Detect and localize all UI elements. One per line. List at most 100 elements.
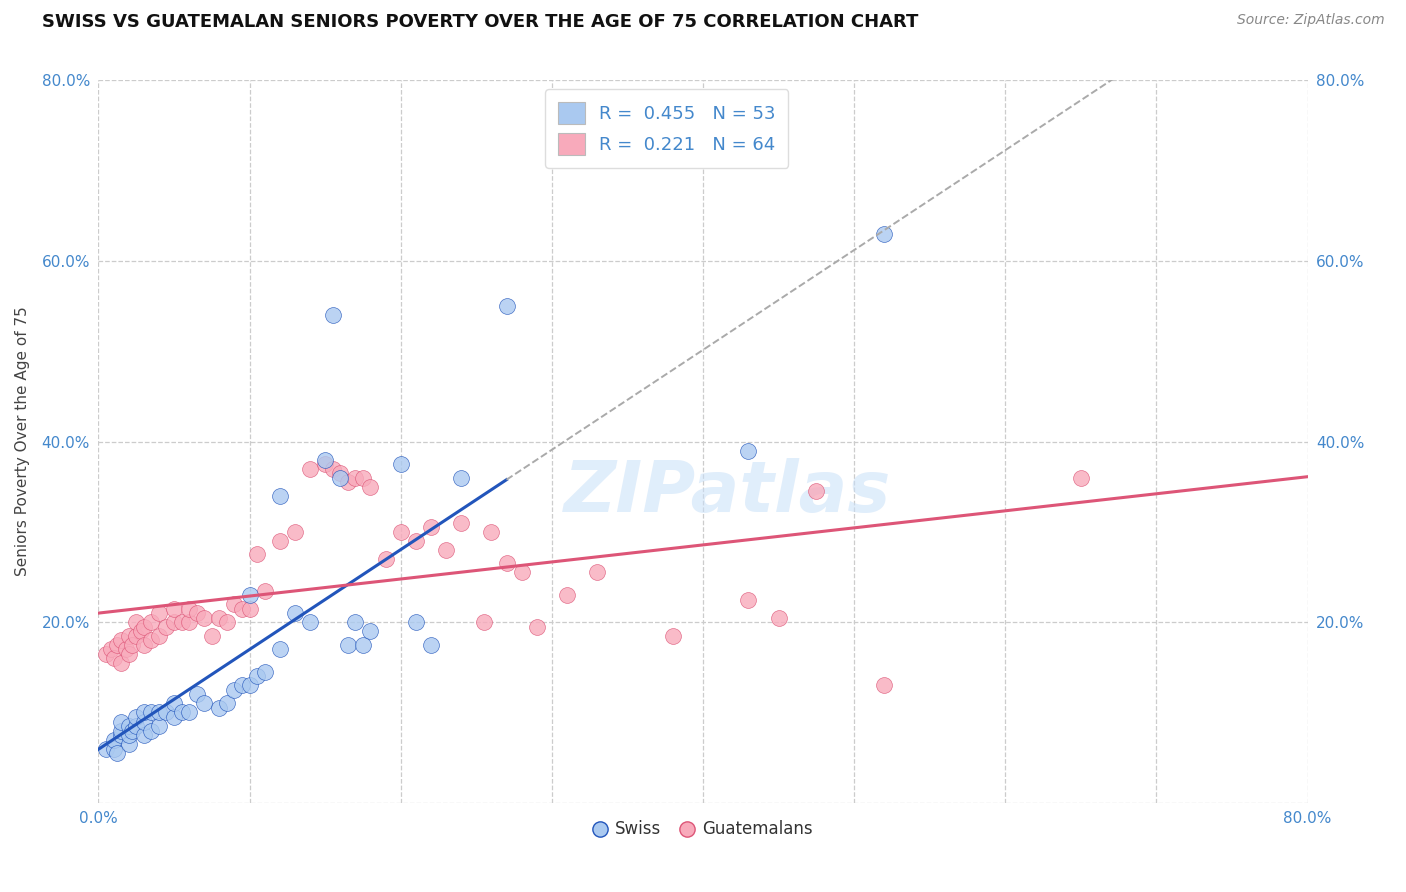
Point [94,741,117,756]
Point [121,723,143,738]
Point [201,629,224,643]
Point [103,741,125,756]
Point [125,615,148,630]
Point [329,466,352,480]
Point [121,638,143,652]
Point [170,706,193,720]
Point [239,678,262,692]
Point [215,697,238,711]
Point [129,624,152,639]
Point [239,601,262,615]
Point [141,633,163,648]
Point [737,592,759,607]
Point [193,610,215,624]
Point [495,557,517,571]
Point [125,629,148,643]
Point [806,484,828,499]
Point [118,737,141,751]
Point [420,638,443,652]
Point [103,732,125,747]
Y-axis label: Seniors Poverty Over the Age of 75: Seniors Poverty Over the Age of 75 [15,307,31,576]
Point [163,601,186,615]
Point [405,615,427,630]
Point [434,542,457,557]
Point [105,746,128,760]
Point [1070,471,1092,485]
Point [148,706,170,720]
Point [186,687,208,701]
Point [155,620,177,634]
Point [336,475,359,490]
Point [269,533,291,548]
Point [374,552,396,566]
Point [555,588,578,602]
Point [179,615,201,630]
Point [103,651,125,665]
Point [186,606,208,620]
Point [155,706,177,720]
Point [284,524,307,539]
Point [450,516,472,530]
Point [94,647,117,661]
Text: Source: ZipAtlas.com: Source: ZipAtlas.com [1237,13,1385,28]
Point [246,669,269,683]
Point [141,615,163,630]
Point [141,723,163,738]
Point [246,548,269,562]
Point [132,706,155,720]
Point [389,524,412,539]
Point [132,728,155,742]
Legend: Swiss, Guatemalans: Swiss, Guatemalans [586,814,820,845]
Point [586,566,609,580]
Point [322,461,344,475]
Point [768,610,790,624]
Point [314,452,336,467]
Point [148,629,170,643]
Point [148,719,170,733]
Point [215,615,238,630]
Point [163,697,186,711]
Point [110,723,132,738]
Point [110,714,132,729]
Point [352,638,374,652]
Point [110,728,132,742]
Point [253,583,276,598]
Point [481,524,503,539]
Point [420,520,443,534]
Point [110,656,132,670]
Point [118,647,141,661]
Point [118,728,141,742]
Point [314,457,336,471]
Point [118,629,141,643]
Point [163,615,186,630]
Point [141,706,163,720]
Point [873,227,896,241]
Point [344,615,367,630]
Point [472,615,495,630]
Point [132,638,155,652]
Point [269,489,291,503]
Point [336,638,359,652]
Point [360,624,382,639]
Point [231,601,253,615]
Point [269,642,291,657]
Point [344,471,367,485]
Point [322,308,344,322]
Point [179,706,201,720]
Point [100,642,122,657]
Point [208,701,231,715]
Point [737,443,759,458]
Point [405,533,427,548]
Point [179,601,201,615]
Point [163,710,186,724]
Point [360,480,382,494]
Point [110,633,132,648]
Point [193,697,215,711]
Point [132,714,155,729]
Point [239,588,262,602]
Point [224,682,246,697]
Point [231,678,253,692]
Point [118,719,141,733]
Point [526,620,548,634]
Text: SWISS VS GUATEMALAN SENIORS POVERTY OVER THE AGE OF 75 CORRELATION CHART: SWISS VS GUATEMALAN SENIORS POVERTY OVER… [42,13,918,31]
